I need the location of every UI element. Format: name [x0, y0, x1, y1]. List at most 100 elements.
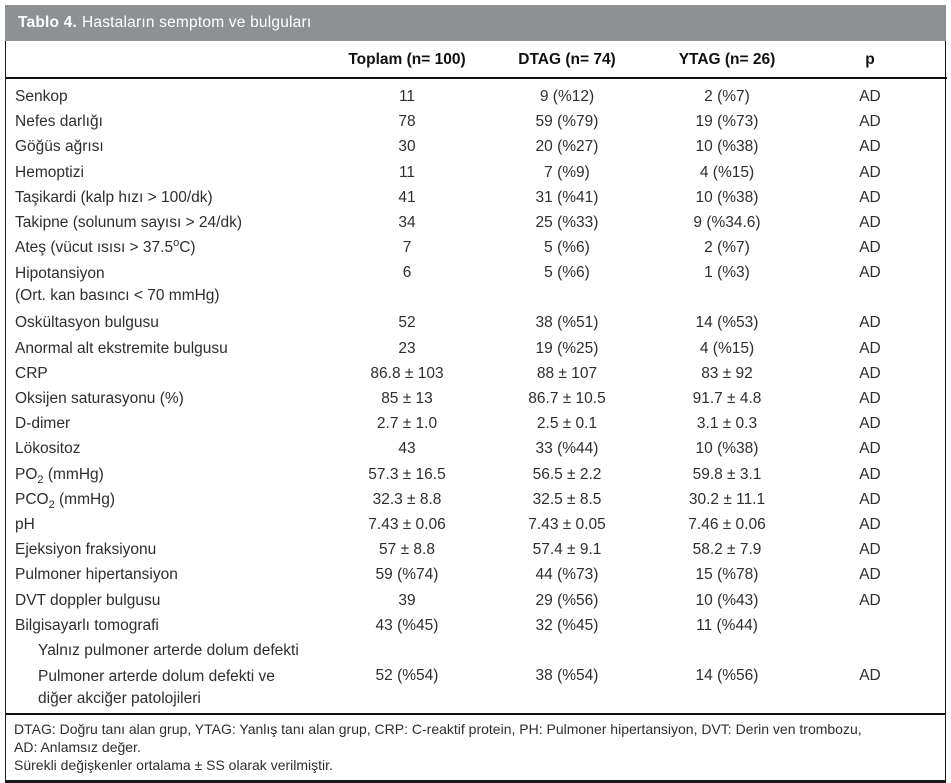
- cell-toplam: 7: [402, 239, 412, 257]
- cell-toplam: 41: [398, 188, 416, 206]
- cell-ytag: 4 (%15): [699, 163, 755, 181]
- cell-toplam: 52 (%54): [375, 667, 439, 685]
- cell-p: AD: [859, 390, 881, 408]
- cell-p: AD: [859, 541, 881, 559]
- cell-ytag: 30.2 ± 11.1: [688, 490, 766, 508]
- row-label: D-dimer: [15, 415, 71, 433]
- cell-ytag: [661, 638, 793, 663]
- cell-toplam: 6: [402, 264, 412, 282]
- column-header-dtag: DTAG (n= 74): [473, 41, 661, 79]
- cell-dtag: 32.5 ± 8.5: [532, 490, 602, 508]
- cell-dtag: 56.5 ± 2.2: [532, 465, 602, 483]
- cell-dtag: 33 (%44): [535, 440, 599, 458]
- data-table: Toplam (n= 100) DTAG (n= 74) YTAG (n= 26…: [6, 41, 947, 713]
- cell-dtag: [473, 638, 661, 663]
- table-box: Toplam (n= 100) DTAG (n= 74) YTAG (n= 26…: [5, 41, 947, 783]
- cell-toplam: 57 ± 8.8: [379, 541, 435, 559]
- table-row: Oskültasyon bulgusu 52 38 (%51) 14 (%53) AD: [6, 310, 947, 335]
- cell-toplam: 23: [398, 339, 416, 357]
- table-header: Toplam (n= 100) DTAG (n= 74) YTAG (n= 26…: [6, 41, 947, 79]
- column-header-empty: [6, 41, 341, 79]
- cell-p: AD: [859, 490, 881, 508]
- cell-ytag: 58.2 ± 7.9: [692, 541, 762, 559]
- cell-ytag: 2 (%7): [704, 88, 750, 105]
- cell-dtag: 7.43 ± 0.05: [528, 516, 606, 534]
- table-number: Tablo 4.: [18, 14, 78, 31]
- table-body: Senkop 11 9 (%12) 2 (%7) AD Nefes darlığı 78 59…: [6, 78, 947, 713]
- column-header-ytag: YTAG (n= 26): [661, 41, 793, 79]
- cell-toplam: 11: [398, 163, 416, 181]
- cell-ytag: 10 (%38): [695, 440, 759, 458]
- cell-p: AD: [859, 88, 881, 105]
- table-row: Takipne (solunum sayısı > 24/dk) 34 25 (%3…: [6, 210, 947, 235]
- cell-ytag: 19 (%73): [695, 113, 759, 131]
- table-row: D-dimer 2.7 ± 1.0 2.5 ± 0.1 3.1 ± 0.3 AD: [6, 411, 947, 436]
- cell-ytag: 10 (%38): [695, 138, 759, 156]
- cell-dtag: 29 (%56): [535, 591, 599, 609]
- cell-ytag: 4 (%15): [699, 339, 755, 357]
- row-label: Senkop: [15, 88, 68, 105]
- cell-ytag: 14 (%53): [695, 314, 759, 332]
- footnote-line: DTAG: Doğru tanı alan grup, YTAG: Yanlış…: [14, 721, 862, 738]
- cell-toplam: 30: [398, 138, 416, 156]
- table-row: Ateş (vücut ısısı > 37.5oC) 7 5 (%6) 2 (%7)…: [6, 235, 947, 260]
- cell-dtag: 59 (%79): [535, 113, 599, 131]
- cell-toplam: 39: [398, 591, 416, 609]
- cell-dtag: 19 (%25): [535, 339, 599, 357]
- table-row: Hipotansiyon (Ort. kan basıncı < 70 mmHg)…: [6, 260, 947, 310]
- cell-p: [793, 613, 947, 638]
- cell-ytag: 15 (%78): [695, 566, 759, 584]
- row-label: Ejeksiyon fraksiyonu: [15, 541, 157, 559]
- cell-p: AD: [859, 566, 881, 584]
- row-label: Pulmoner hipertansiyon: [15, 566, 178, 584]
- cell-toplam: 86.8 ± 103: [370, 364, 444, 382]
- table-row: Yalnız pulmoner arterde dolum defekti AD: [6, 638, 947, 684]
- table-row: Lökositoz 43 33 (%44) 10 (%38) AD: [6, 436, 947, 461]
- row-label: PCO2 (mmHg): [15, 490, 115, 511]
- cell-ytag: 3.1 ± 0.3: [696, 415, 758, 433]
- table-row: Pulmoner arterde dolum defekti ve diğer a…: [6, 663, 947, 713]
- column-header-toplam: Toplam (n= 100): [341, 41, 473, 79]
- cell-ytag: 7.46 ± 0.06: [688, 516, 766, 534]
- table-row: pH 7.43 ± 0.06 7.43 ± 0.05 7.46 ± 0.06 AD: [6, 512, 947, 537]
- cell-toplam: 57.3 ± 16.5: [368, 465, 446, 483]
- footnote-line: AD: Anlamsız değer.: [14, 739, 141, 756]
- cell-dtag: 88 ± 107: [536, 364, 598, 382]
- cell-p: AD: [859, 239, 881, 257]
- cell-dtag: 9 (%12): [539, 88, 595, 105]
- cell-toplam: 32.3 ± 8.8: [372, 490, 442, 508]
- cell-dtag: 38 (%54): [535, 667, 599, 685]
- cell-toplam: 34: [398, 214, 416, 232]
- cell-dtag: 38 (%51): [535, 314, 599, 332]
- footnotes: DTAG: Doğru tanı alan grup, YTAG: Yanlış…: [6, 713, 945, 780]
- cell-p: AD: [859, 188, 881, 206]
- row-label: Hemoptizi: [15, 163, 84, 181]
- table-row: Göğüs ağrısı 30 20 (%27) 10 (%38) AD: [6, 134, 947, 159]
- cell-toplam: 59 (%74): [375, 566, 439, 584]
- footnote-line: Sürekli değişkenler ortalama ± SS olarak…: [14, 757, 333, 774]
- row-label: Bilgisayarlı tomografi: [15, 616, 159, 634]
- table-row: Oksijen saturasyonu (%) 85 ± 13 86.7 ± 10.…: [6, 386, 947, 411]
- table-row: Nefes darlığı 78 59 (%79) 19 (%73) AD: [6, 109, 947, 134]
- cell-toplam: 43 (%45): [375, 616, 439, 634]
- cell-dtag: 7 (%9): [544, 163, 590, 181]
- row-label: DVT doppler bulgusu: [15, 591, 161, 609]
- table-row: Anormal alt ekstremite bulgusu 23 19 (%25)…: [6, 336, 947, 361]
- table-title: Hastaların semptom ve bulguları: [82, 14, 312, 31]
- row-label: Yalnız pulmoner arterde dolum defekti: [38, 642, 299, 660]
- cell-dtag: 57.4 ± 9.1: [532, 541, 602, 559]
- row-label: Anormal alt ekstremite bulgusu: [15, 339, 228, 357]
- cell-dtag: 86.7 ± 10.5: [528, 390, 606, 408]
- cell-p: AD: [859, 440, 881, 458]
- cell-dtag: 5 (%6): [544, 239, 590, 257]
- cell-toplam: 78: [398, 113, 416, 131]
- cell-ytag: 91.7 ± 4.8: [692, 390, 762, 408]
- table-row: CRP 86.8 ± 103 88 ± 107 83 ± 92 AD: [6, 361, 947, 386]
- cell-p: AD: [859, 364, 881, 382]
- row-label: Ateş (vücut ısısı > 37.5oC): [15, 237, 196, 257]
- cell-ytag: 11 (%44): [696, 616, 758, 634]
- table-container: Tablo 4. Hastaların semptom ve bulguları…: [5, 0, 947, 783]
- cell-toplam: 85 ± 13: [381, 390, 433, 408]
- row-label: Hipotansiyon (Ort. kan basıncı < 70 mmHg): [15, 265, 220, 305]
- table-row: DVT doppler bulgusu 39 29 (%56) 10 (%43) AD: [6, 588, 947, 613]
